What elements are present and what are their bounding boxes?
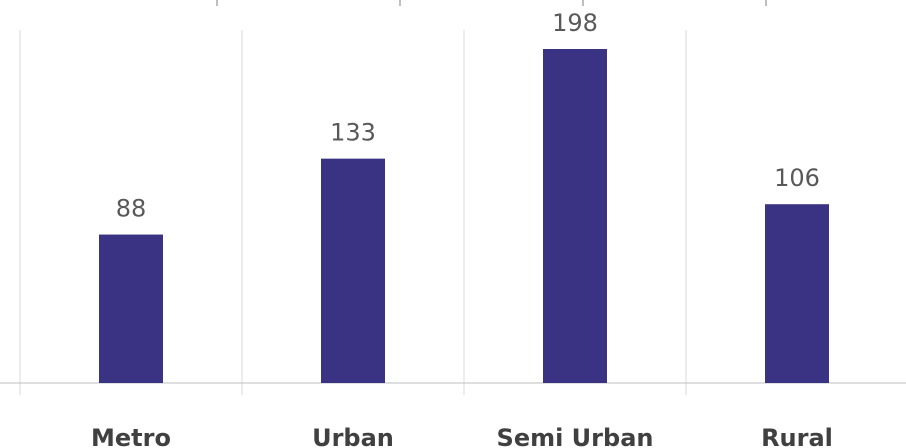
- bar-urban: [321, 158, 385, 383]
- category-label: Rural: [761, 424, 833, 448]
- gridlines: [19, 30, 687, 395]
- category-labels: Metro Urban Semi Urban Rural: [91, 424, 833, 448]
- data-label: 198: [552, 9, 598, 37]
- bar-rural: [765, 204, 829, 383]
- bars: [99, 49, 829, 383]
- data-labels: 88 133 198 106: [116, 9, 820, 223]
- category-label: Metro: [91, 424, 171, 448]
- category-label: Urban: [312, 424, 394, 448]
- top-tick-marks: [216, 0, 767, 6]
- bar-metro: [99, 234, 163, 383]
- data-label: 133: [330, 119, 376, 147]
- data-label: 88: [116, 195, 147, 223]
- category-label: Semi Urban: [497, 424, 654, 448]
- data-label: 106: [774, 164, 820, 192]
- bar-semi-urban: [543, 49, 607, 383]
